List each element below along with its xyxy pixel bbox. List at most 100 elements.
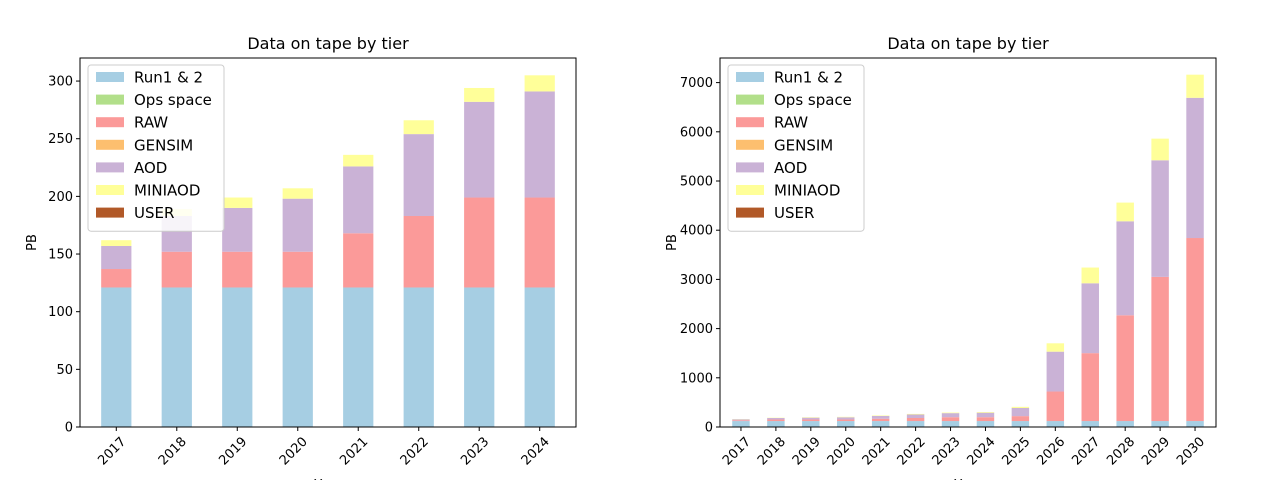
y-tick-label: 100 bbox=[48, 305, 73, 320]
bar-2024-series-4 bbox=[525, 91, 555, 197]
legend-swatch bbox=[736, 95, 764, 105]
bar-2020-series-0 bbox=[837, 421, 854, 427]
y-tick-label: 0 bbox=[65, 421, 73, 436]
bar-2030-series-2 bbox=[1186, 238, 1203, 421]
chart-title: Data on tape by tier bbox=[247, 34, 409, 53]
bar-2021-series-2 bbox=[872, 419, 889, 421]
bar-2021-series-4 bbox=[343, 166, 373, 233]
bar-2022-series-2 bbox=[404, 216, 434, 287]
bar-2025-series-4 bbox=[1012, 408, 1029, 416]
bar-2026-series-2 bbox=[1047, 392, 1064, 422]
bar-2019-series-5 bbox=[222, 198, 252, 208]
bar-2028-series-5 bbox=[1116, 203, 1133, 222]
x-tick-label: 2018 bbox=[755, 434, 789, 468]
bar-2024-series-4 bbox=[977, 413, 994, 418]
legend-label: USER bbox=[134, 204, 174, 222]
legend-swatch bbox=[736, 208, 764, 218]
legend-swatch bbox=[736, 117, 764, 127]
x-tick-label: 2017 bbox=[720, 434, 754, 468]
bar-2022-series-4 bbox=[907, 415, 924, 418]
y-tick-label: 6000 bbox=[680, 125, 713, 140]
bar-2027-series-2 bbox=[1082, 353, 1099, 421]
legend-swatch bbox=[736, 72, 764, 82]
bar-2028-series-2 bbox=[1116, 315, 1133, 421]
bar-2021-series-5 bbox=[343, 155, 373, 167]
bar-2029-series-5 bbox=[1151, 139, 1168, 161]
y-axis-label: PB bbox=[25, 234, 40, 251]
bar-2017-series-4 bbox=[101, 246, 131, 269]
bar-2020-series-0 bbox=[283, 287, 313, 427]
x-tick-label: 2022 bbox=[895, 434, 929, 468]
bar-2024-series-0 bbox=[525, 287, 555, 427]
bar-2022-series-4 bbox=[404, 134, 434, 216]
x-tick-label: 2028 bbox=[1104, 434, 1138, 468]
bar-2022-series-5 bbox=[404, 120, 434, 134]
legend-swatch bbox=[96, 185, 124, 195]
legend-swatch bbox=[96, 95, 124, 105]
legend-label: RAW bbox=[774, 114, 808, 132]
legend-label: Ops space bbox=[774, 91, 852, 109]
bar-2019-series-0 bbox=[802, 421, 819, 427]
bar-2028-series-4 bbox=[1116, 221, 1133, 315]
bar-2024-series-2 bbox=[525, 198, 555, 288]
x-tick-label: 2023 bbox=[930, 434, 964, 468]
y-tick-label: 0 bbox=[705, 421, 713, 436]
bar-2017-series-0 bbox=[732, 421, 749, 427]
bar-2029-series-2 bbox=[1151, 277, 1168, 421]
bar-2018-series-4 bbox=[767, 418, 784, 420]
bar-2020-series-4 bbox=[283, 199, 313, 252]
legend-label: MINIAOD bbox=[134, 182, 200, 200]
x-tick-label: 2024 bbox=[519, 434, 553, 468]
y-tick-label: 5000 bbox=[680, 175, 713, 190]
x-tick-label: 2025 bbox=[999, 434, 1033, 468]
bar-2021-series-0 bbox=[343, 287, 373, 427]
bar-2023-series-4 bbox=[464, 102, 494, 198]
legend-label: GENSIM bbox=[774, 136, 833, 154]
bar-2026-series-0 bbox=[1047, 421, 1064, 427]
legend-swatch bbox=[96, 72, 124, 82]
y-tick-label: 1000 bbox=[680, 371, 713, 386]
legend-label: Run1 & 2 bbox=[774, 69, 843, 87]
legend-label: Ops space bbox=[134, 91, 212, 109]
bar-2023-series-2 bbox=[942, 417, 959, 421]
y-tick-label: 7000 bbox=[680, 76, 713, 91]
bar-2017-series-2 bbox=[101, 269, 131, 287]
bar-2023-series-2 bbox=[464, 198, 494, 288]
legend-label: USER bbox=[774, 204, 814, 222]
legend-swatch bbox=[96, 140, 124, 150]
bar-2027-series-0 bbox=[1082, 421, 1099, 427]
bar-2023-series-5 bbox=[464, 88, 494, 102]
y-tick-label: 3000 bbox=[680, 273, 713, 288]
x-tick-label: 2022 bbox=[398, 434, 432, 468]
legend-label: MINIAOD bbox=[774, 182, 840, 200]
bar-2025-series-0 bbox=[1012, 421, 1029, 427]
x-tick-label: 2019 bbox=[216, 434, 250, 468]
legend-swatch bbox=[96, 162, 124, 172]
bar-2029-series-0 bbox=[1151, 421, 1168, 427]
bar-2022-series-0 bbox=[907, 421, 924, 427]
x-tick-label: 2020 bbox=[825, 434, 859, 468]
y-tick-label: 4000 bbox=[680, 224, 713, 239]
legend-swatch bbox=[96, 208, 124, 218]
bar-2020-series-2 bbox=[837, 420, 854, 422]
bar-2020-series-5 bbox=[283, 188, 313, 198]
bar-2030-series-5 bbox=[1186, 75, 1203, 98]
y-tick-label: 250 bbox=[48, 132, 73, 147]
bar-2024-series-2 bbox=[977, 417, 994, 421]
legend-label: AOD bbox=[134, 159, 167, 177]
bar-2027-series-5 bbox=[1082, 268, 1099, 284]
x-tick-label: 2027 bbox=[1069, 434, 1103, 468]
bar-2019-series-2 bbox=[222, 252, 252, 288]
bar-2017-series-4 bbox=[732, 419, 749, 420]
bar-2022-series-5 bbox=[907, 414, 924, 415]
legend-swatch bbox=[96, 117, 124, 127]
legend-label: GENSIM bbox=[134, 136, 193, 154]
x-tick-label: 2026 bbox=[1034, 434, 1068, 468]
bar-2025-series-5 bbox=[1012, 407, 1029, 408]
chart-title: Data on tape by tier bbox=[887, 34, 1049, 53]
legend-swatch bbox=[736, 185, 764, 195]
y-tick-label: 300 bbox=[48, 75, 73, 90]
